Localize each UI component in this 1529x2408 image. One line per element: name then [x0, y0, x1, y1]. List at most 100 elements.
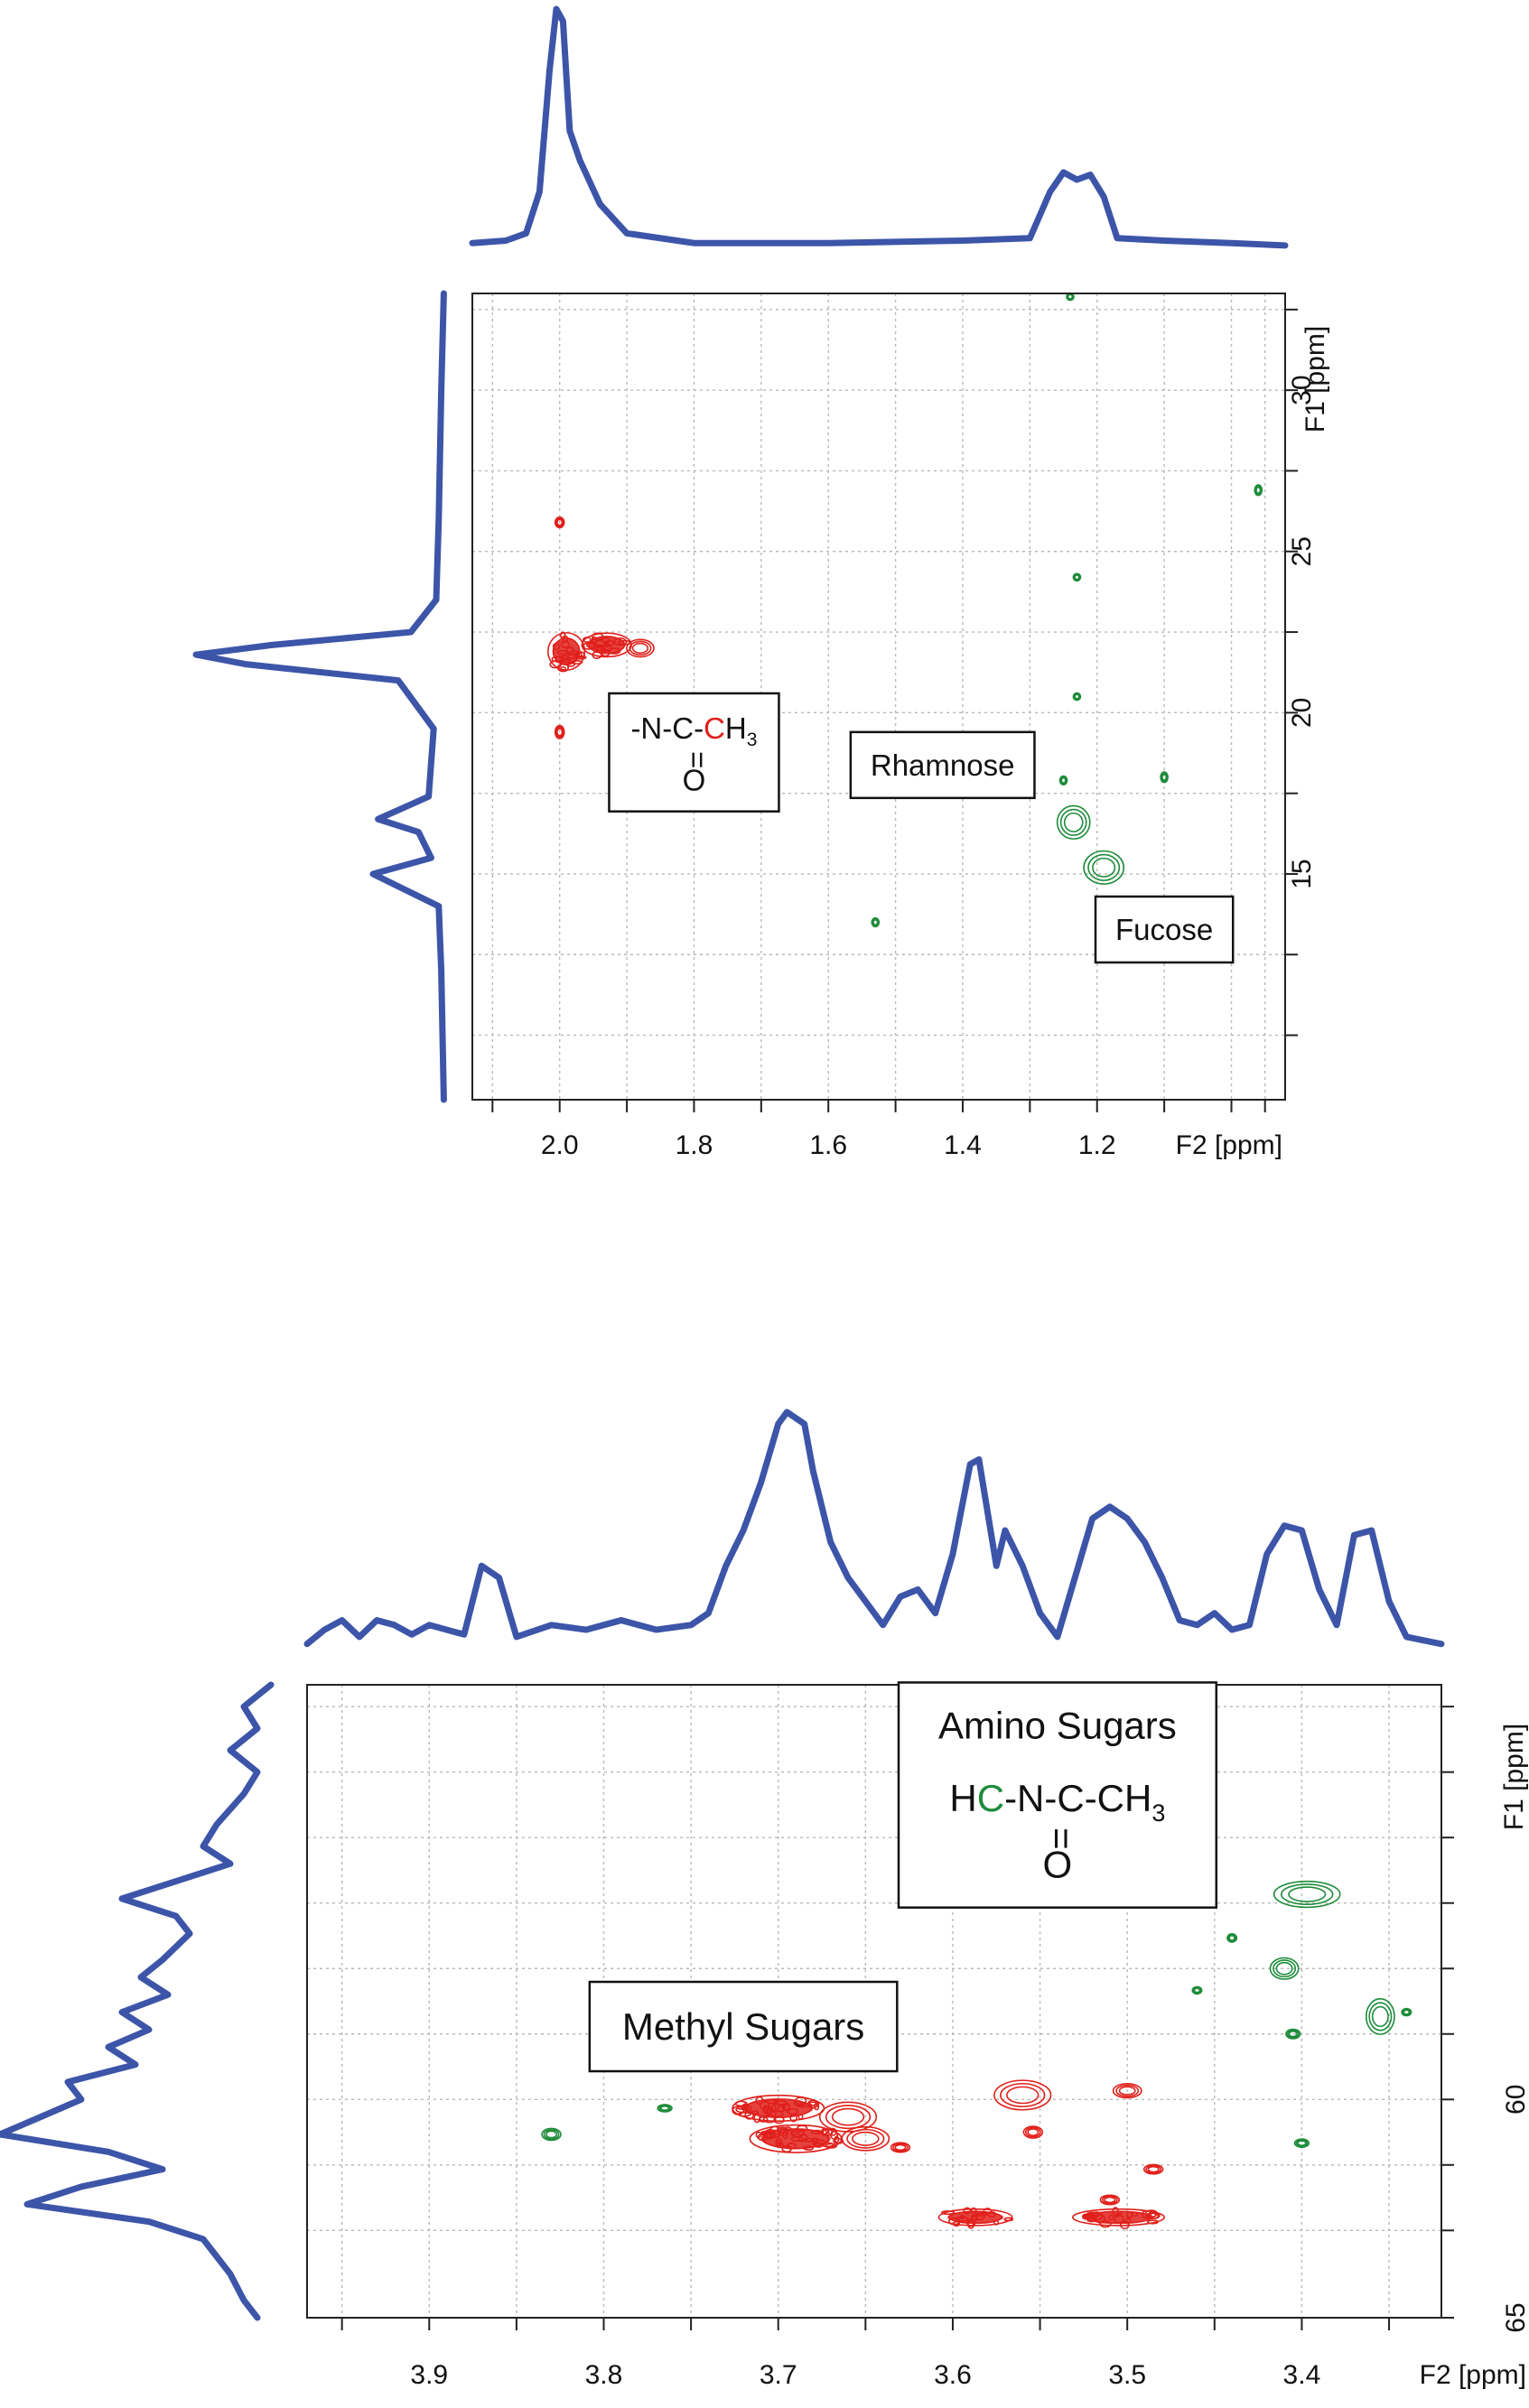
peak-core [1083, 2211, 1154, 2224]
contour-ring [556, 727, 564, 737]
formula-line: -N-C-CH3 [630, 711, 757, 750]
contour-ring [1073, 573, 1081, 581]
y-tick-label: 30 [1287, 375, 1317, 404]
contour-ring [1147, 2165, 1160, 2173]
contour-ring [588, 636, 626, 655]
contour-ring [1067, 293, 1074, 300]
annotation-box [897, 1681, 1218, 1909]
contour-ring [629, 640, 652, 656]
contour-ring [1402, 2008, 1412, 2016]
formula-oxygen: O [683, 764, 706, 797]
peak [871, 916, 881, 928]
formula-subscript: 3 [1151, 1799, 1165, 1827]
contour-ring [1087, 853, 1121, 881]
x-tick-label: 3.7 [760, 2360, 797, 2390]
peak [732, 2094, 825, 2124]
x-tick-label: 3.5 [1108, 2360, 1146, 2390]
contour-ring [755, 2131, 762, 2139]
contour-ring [1228, 1935, 1235, 1941]
peak [1160, 771, 1169, 784]
contour-ring [890, 2142, 911, 2153]
contour-ring [1285, 2028, 1301, 2040]
annotation-box [1094, 895, 1235, 964]
contour-ring [1288, 1886, 1327, 1902]
peak-core [552, 637, 581, 665]
contour-ring [1024, 2126, 1041, 2138]
x-tick-label: 3.6 [934, 2360, 972, 2390]
contour-ring [626, 638, 655, 658]
formula-part: C [977, 1777, 1004, 1819]
contour-ring [556, 518, 564, 526]
peak [554, 516, 565, 529]
contour-ring [1191, 1985, 1203, 1995]
peak [1058, 775, 1068, 786]
chart-panel-2: 3.9 3.8 3.7 3.6 3.5 3.4 F2 [ppm] 60 65 F1 [ppm] Am… [0, 1409, 1529, 2390]
contour-ring [1273, 1959, 1297, 1978]
contour-ring [1099, 2194, 1121, 2206]
contour-ring [1297, 2140, 1307, 2146]
peak [1365, 1998, 1395, 2035]
contour-ring [1083, 850, 1125, 885]
peak [1269, 1957, 1300, 1980]
contour-ring [547, 632, 586, 671]
annotation-box [608, 692, 780, 813]
peak [1112, 2082, 1142, 2099]
contour-ring [993, 2079, 1052, 2111]
x-tick-label: 3.8 [585, 2360, 623, 2390]
contour-ring [825, 2105, 872, 2130]
peak [657, 2104, 673, 2113]
contour-ring [941, 2210, 956, 2216]
peak [1191, 1985, 1203, 1995]
contour-ring [659, 2105, 670, 2111]
contour-ring [892, 2143, 909, 2152]
contour-ring [818, 2101, 878, 2133]
peak [818, 2101, 878, 2133]
peak [993, 2079, 1052, 2111]
peak [1142, 2163, 1164, 2175]
x-tick-label: 1.6 [809, 1130, 847, 1160]
contour-ring [1255, 486, 1262, 494]
contour-ring [1161, 773, 1168, 781]
contour-ring [1269, 1957, 1300, 1980]
contour-ring [1085, 2210, 1152, 2225]
contour-ring [872, 919, 879, 926]
peak [1285, 2028, 1301, 2040]
formula-label: HC-N-C-CH3=O [949, 1777, 1165, 1886]
contour-ring [658, 2104, 672, 2112]
contour-ring [1161, 772, 1169, 783]
contour-ring [1295, 2139, 1309, 2147]
contour-ring [554, 516, 565, 529]
peak [1072, 2207, 1166, 2229]
formula-part: C [704, 711, 725, 745]
x-tick-label: 2.0 [541, 1130, 579, 1160]
peak-core [947, 2211, 1003, 2224]
contour-ring [1059, 776, 1068, 785]
peak-core [743, 2098, 814, 2118]
peak [890, 2142, 911, 2153]
peak [626, 638, 655, 658]
contour-ring [1273, 1880, 1341, 1909]
contour-ring [1193, 1987, 1201, 1994]
peak [937, 2207, 1014, 2229]
contour-ring [1288, 2031, 1298, 2038]
contour-ring [541, 2127, 562, 2142]
contour-ring [1072, 2208, 1166, 2227]
contour-ring [1006, 2086, 1040, 2105]
x-axis-title: F2 [ppm] [1176, 1130, 1282, 1160]
top-projection-spectrum [303, 1409, 1445, 1648]
contour-ring [657, 2104, 673, 2113]
x-axis: 2.0 1.8 1.6 1.4 1.2 F2 [ppm] [491, 1100, 1282, 1160]
contour-ring [744, 2097, 812, 2118]
left-projection-spectrum [192, 290, 447, 1103]
contour-ring [846, 2128, 885, 2149]
peak [1254, 484, 1263, 497]
contour-ring [543, 2129, 560, 2140]
contour-ring [1368, 2002, 1393, 2031]
peak [1273, 1880, 1341, 1909]
peak [1099, 2194, 1121, 2206]
